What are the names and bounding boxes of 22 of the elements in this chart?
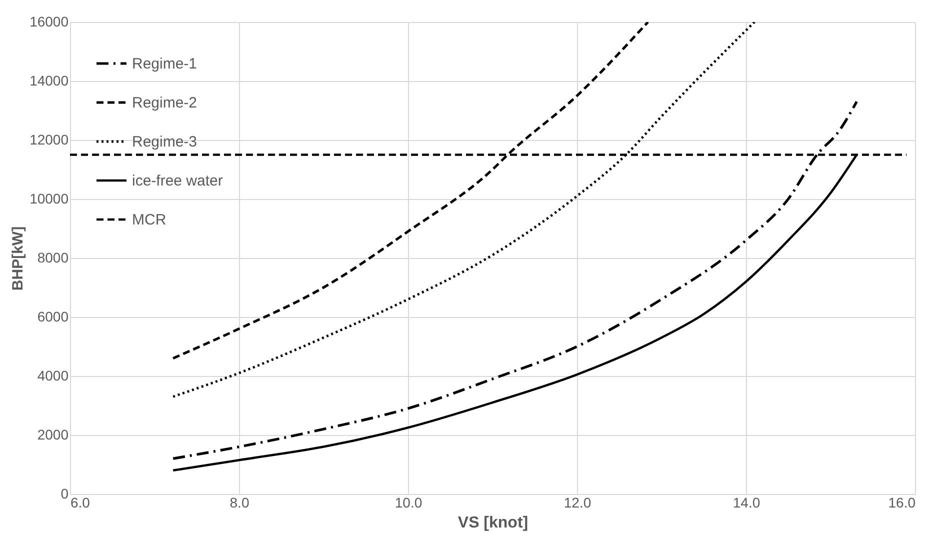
x-tick-label: 10.0 xyxy=(394,494,422,510)
y-tick-label: 8000 xyxy=(37,250,69,266)
x-tick-label: 12.0 xyxy=(564,494,592,510)
y-tick-label: 14000 xyxy=(30,72,69,88)
y-tick-label: 4000 xyxy=(37,368,69,384)
y-axis-title: BHP[kW] xyxy=(10,226,27,291)
y-tick-label: 10000 xyxy=(30,190,69,206)
y-tick-label: 2000 xyxy=(37,426,69,442)
y-tick-label: 6000 xyxy=(37,308,69,324)
legend-label: Regime-3 xyxy=(132,134,198,150)
y-tick-label: 12000 xyxy=(30,132,69,148)
y-tick-label: 16000 xyxy=(30,14,69,30)
x-axis-title: VS [knot] xyxy=(458,514,528,532)
x-tick-label: 8.0 xyxy=(230,494,250,510)
x-tick-label: 14.0 xyxy=(732,494,760,510)
legend-label: ice-free water xyxy=(132,172,223,190)
legend-label: MCR xyxy=(132,212,166,228)
legend-label: Regime-1 xyxy=(132,56,198,72)
x-tick-label: 6.0 xyxy=(70,494,90,510)
y-tick-label: 0 xyxy=(60,486,69,502)
x-tick-label: 16.0 xyxy=(888,494,916,510)
legend-label: Regime-2 xyxy=(132,94,198,112)
